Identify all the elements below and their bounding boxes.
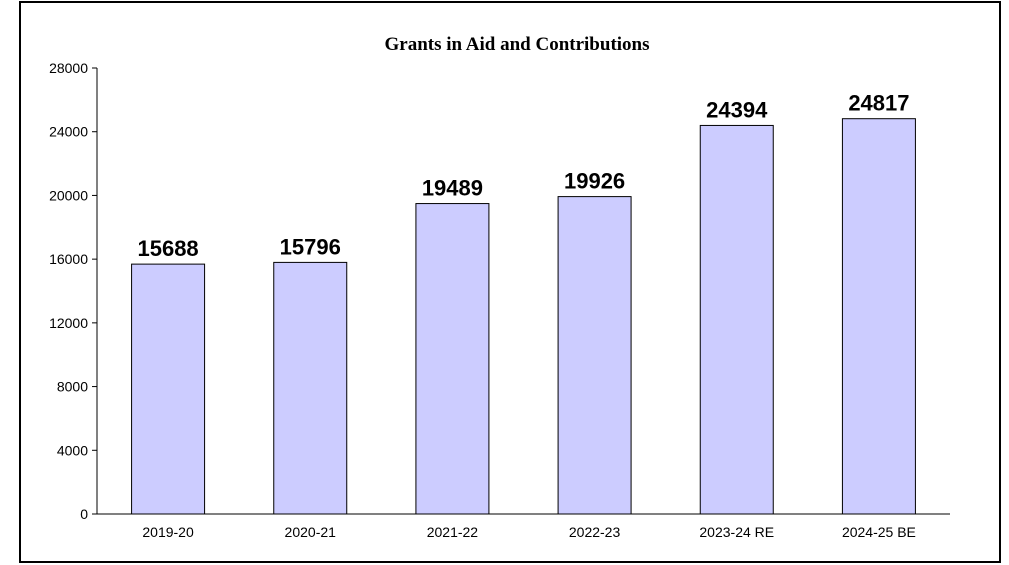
data-label: 19926 [564, 169, 625, 194]
y-tick-label: 8000 [57, 379, 88, 395]
data-label: 24394 [706, 97, 768, 122]
bar [841, 118, 916, 515]
y-axis-ticks: 0 4000 8000 12000 16000 20000 24000 28000 [49, 60, 97, 522]
x-tick-label: 2023-24 RE [699, 524, 774, 540]
y-tick-label: 12000 [49, 315, 88, 331]
y-tick-label: 20000 [49, 187, 88, 203]
x-tick-label: 2019-20 [142, 524, 194, 540]
x-tick-label: 2022-23 [569, 524, 621, 540]
bar [699, 124, 774, 515]
x-tick-label: 2021-22 [427, 524, 479, 540]
y-tick-label: 24000 [49, 124, 88, 140]
bar [273, 261, 348, 515]
data-label: 19489 [422, 176, 483, 201]
bar [415, 203, 490, 515]
y-tick-label: 16000 [49, 251, 88, 267]
data-label: 15688 [137, 236, 198, 261]
chart-title: Grants in Aid and Contributions [384, 34, 649, 55]
bar [557, 196, 632, 515]
data-label: 15796 [280, 234, 341, 259]
x-tick-label: 2020-21 [285, 524, 337, 540]
data-label: 24817 [848, 91, 909, 116]
bars-group: 15688 15796 19489 19926 24394 24817 [131, 91, 916, 515]
y-tick-label: 28000 [49, 60, 88, 76]
y-tick-label: 4000 [57, 442, 88, 458]
y-tick-label: 0 [80, 506, 88, 522]
x-axis-ticks: 2019-20 2020-21 2021-22 2022-23 2023-24 RE 20… [142, 524, 916, 540]
bar [131, 263, 206, 515]
x-tick-label: 2024-25 BE [842, 524, 916, 540]
